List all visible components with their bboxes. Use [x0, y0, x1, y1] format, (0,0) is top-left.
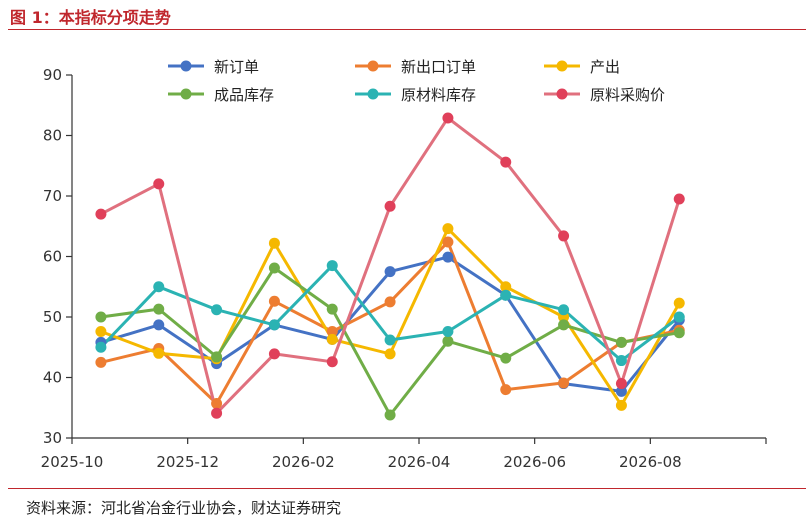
- y-tick-label: 40: [43, 369, 62, 387]
- data-point: [268, 348, 280, 360]
- data-point: [384, 296, 396, 308]
- series-line: [100, 255, 681, 393]
- data-point: [153, 281, 165, 293]
- legend-marker: [367, 88, 379, 100]
- line-chart: 30 40 50 60 70 80 90 2025-10 2025-12 2026-02 2026-…: [41, 58, 767, 471]
- data-point: [615, 399, 627, 411]
- x-tick-label: 2026-04: [388, 453, 451, 471]
- data-point: [442, 223, 454, 235]
- data-point: [442, 112, 454, 124]
- data-point: [673, 297, 685, 309]
- data-point: [615, 336, 627, 348]
- y-tick-label: 90: [43, 66, 62, 84]
- series-markers: [95, 112, 685, 421]
- data-point: [500, 156, 512, 168]
- data-point: [384, 409, 396, 421]
- data-point: [442, 236, 454, 248]
- data-point: [500, 289, 512, 301]
- data-point: [268, 262, 280, 274]
- legend-label: 新订单: [214, 58, 259, 76]
- legend-marker: [556, 88, 568, 100]
- data-point: [268, 319, 280, 331]
- data-point: [500, 384, 512, 396]
- data-point: [326, 356, 338, 368]
- legend-marker: [180, 88, 192, 100]
- x-tick-label: 2025-12: [156, 453, 219, 471]
- data-point: [558, 230, 570, 242]
- data-point: [384, 200, 396, 212]
- data-point: [95, 311, 107, 323]
- data-point: [326, 333, 338, 345]
- data-point: [673, 311, 685, 323]
- legend-marker: [180, 60, 192, 72]
- x-tick-label: 2026-02: [272, 453, 335, 471]
- x-tick-label: 2025-10: [41, 453, 104, 471]
- x-tick-label: 2026-08: [619, 453, 682, 471]
- legend-label: 原材料库存: [401, 86, 476, 104]
- data-point: [153, 347, 165, 359]
- data-point: [153, 319, 165, 331]
- data-point: [384, 334, 396, 346]
- data-point: [95, 341, 107, 353]
- x-tick-label: 2026-06: [503, 453, 566, 471]
- data-point: [153, 303, 165, 315]
- source-divider: [8, 488, 806, 489]
- data-point: [442, 251, 454, 263]
- figure-title: 图 1：本指标分项走势: [10, 8, 171, 27]
- data-point: [615, 378, 627, 390]
- y-tick-label: 80: [43, 127, 62, 145]
- data-point: [558, 319, 570, 331]
- data-point: [211, 407, 223, 419]
- legend-marker: [556, 60, 568, 72]
- data-point: [615, 355, 627, 367]
- y-tick-label: 50: [43, 308, 62, 326]
- data-point: [442, 335, 454, 347]
- source-note: 资料来源：河北省冶金行业协会，财达证券研究: [26, 499, 342, 517]
- data-point: [268, 237, 280, 249]
- data-point: [615, 385, 627, 397]
- chart-axes: 30 40 50 60 70 80 90 2025-10 2025-12 2026-02 2026-…: [41, 66, 767, 471]
- legend-label: 产出: [590, 58, 620, 76]
- data-point: [673, 193, 685, 205]
- data-point: [500, 352, 512, 364]
- y-tick-label: 60: [43, 248, 62, 266]
- y-tick-label: 30: [43, 429, 62, 447]
- data-point: [558, 377, 570, 389]
- y-tick-label: 70: [43, 187, 62, 205]
- legend-label: 新出口订单: [401, 58, 476, 76]
- data-point: [326, 326, 338, 338]
- data-point: [558, 304, 570, 316]
- legend-label: 成品库存: [214, 86, 274, 104]
- data-point: [442, 326, 454, 338]
- data-point: [326, 303, 338, 315]
- data-point: [211, 398, 223, 410]
- series-line: [100, 116, 681, 415]
- legend-marker: [367, 60, 379, 72]
- data-point: [95, 208, 107, 220]
- data-point: [500, 281, 512, 293]
- data-point: [95, 326, 107, 338]
- data-point: [384, 266, 396, 278]
- data-point: [268, 295, 280, 307]
- legend-label: 原料采购价: [590, 86, 665, 104]
- data-point: [95, 356, 107, 368]
- title-divider: [8, 29, 806, 30]
- data-point: [211, 351, 223, 363]
- data-point: [326, 260, 338, 272]
- data-point: [153, 178, 165, 190]
- series-line: [100, 227, 681, 407]
- data-point: [384, 348, 396, 360]
- data-point: [673, 327, 685, 339]
- data-point: [211, 304, 223, 316]
